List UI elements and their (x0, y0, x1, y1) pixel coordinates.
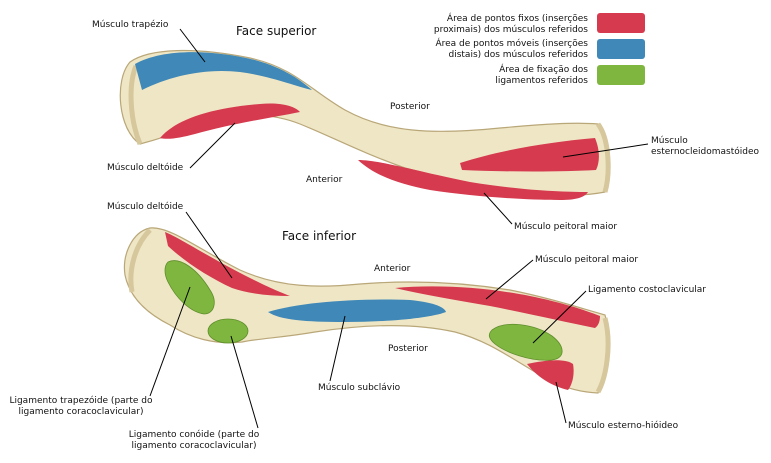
inferior-blue-subclavio-area (268, 299, 446, 322)
superior-red-deltoide-area (160, 103, 300, 139)
inferior-green-costoclavicular-area (488, 324, 563, 361)
label-costoclavicular: Ligamento costoclavicular (588, 285, 706, 295)
label-trapezoide-line-2: ligamento coracoclavicular) (19, 407, 144, 417)
inferior-view-title: Face inferior (282, 229, 356, 243)
label-musculo-deltoide-superior: Músculo deltóide (107, 162, 184, 173)
label-ecm-line-2: esternocleidomastóideo (651, 146, 760, 157)
label-ecm-line-1: Músculo (651, 136, 688, 146)
leader-deltoide-superior (189, 122, 236, 169)
label-musculo-trapezio: Músculo trapézio (92, 19, 169, 30)
leader-trapezoide (149, 286, 191, 397)
legend-item-2-line-1: Área de pontos móveis (inserções (435, 37, 588, 49)
inferior-red-esterno-hioideo-area (527, 360, 574, 390)
leader-esterno-hioideo (555, 381, 567, 424)
superior-blue-trapezio-area (135, 52, 312, 90)
label-anterior-inferior: Anterior (374, 264, 411, 274)
leader-conoide (230, 335, 259, 429)
leader-peitoral-inferior (485, 259, 534, 300)
clavicle-inferior-view (123, 227, 611, 394)
label-peitoral-superior: Músculo peitoral maior (514, 222, 617, 232)
label-musculo-deltoide-inferior: Músculo deltóide (107, 201, 184, 212)
legend-swatch-red (597, 13, 645, 33)
legend-swatch-blue (597, 39, 645, 59)
superior-view-title: Face superior (236, 24, 316, 38)
inferior-green-conoide-area (207, 318, 249, 344)
leader-subclavio (329, 315, 346, 382)
label-peitoral-inferior: Músculo peitoral maior (535, 255, 638, 265)
leader-trapezio (179, 28, 206, 63)
legend-item-2-line-2: distais) dos músculos referidos (449, 50, 589, 60)
leader-ecm (562, 143, 649, 158)
inferior-red-deltoide-area (165, 232, 290, 296)
leader-deltoide-inferior (185, 211, 233, 279)
leader-peitoral-superior (483, 192, 513, 225)
label-anterior-superior: Anterior (306, 175, 343, 185)
legend: Área de pontos fixos (inserções proximai… (434, 12, 645, 86)
label-conoide-line-2: ligamento coracoclavicular) (132, 441, 257, 451)
superior-red-peitoral-area (358, 160, 588, 200)
superior-red-ecm-area (460, 138, 599, 172)
label-esterno-hioideo: Músculo esterno-hióideo (568, 420, 679, 431)
label-posterior-superior: Posterior (390, 102, 430, 112)
label-trapezoide-line-1: Ligamento trapezóide (parte do (9, 395, 153, 406)
legend-item-1-line-2: proximais) dos músculos referidos (434, 25, 588, 35)
label-conoide-line-1: Ligamento conóide (parte do (129, 429, 260, 440)
label-subclavio: Músculo subclávio (318, 383, 401, 393)
label-posterior-inferior: Posterior (388, 344, 428, 354)
legend-swatch-green (597, 65, 645, 85)
legend-item-3-line-1: Área de fixação dos (499, 63, 588, 75)
clavicle-superior-view (119, 49, 611, 200)
legend-item-1-line-1: Área de pontos fixos (inserções (447, 12, 588, 24)
leader-costoclavicular (532, 290, 587, 344)
inferior-red-peitoral-area (395, 286, 600, 328)
legend-item-3-line-2: ligamentos referidos (495, 76, 588, 86)
